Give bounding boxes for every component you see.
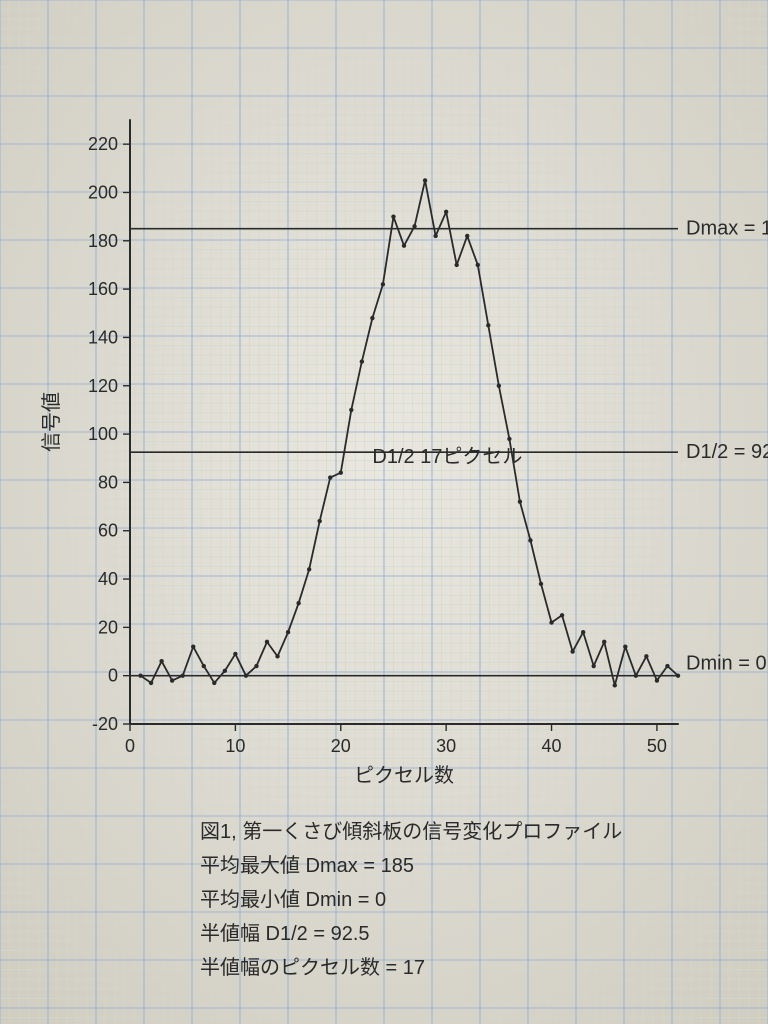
y-tick-label: 220: [88, 134, 118, 154]
refline-label: Dmin = 0: [686, 653, 767, 675]
inline-annotation: D1/2 17ピクセル: [372, 445, 522, 468]
y-tick-label: 200: [88, 182, 118, 202]
caption-line: 平均最大値 Dmax = 185: [200, 854, 414, 877]
x-tick-label: 10: [225, 736, 245, 756]
y-tick-label: 180: [88, 231, 118, 251]
y-tick-label: 140: [88, 327, 118, 347]
y-tick-label: 160: [88, 279, 118, 299]
caption-line: 平均最小値 Dmin = 0: [200, 888, 386, 911]
x-tick-label: 20: [331, 736, 351, 756]
caption-line: 図1, 第一くさび傾斜板の信号変化プロファイル: [200, 820, 622, 843]
y-tick-label: 40: [98, 569, 118, 589]
x-axis-label: ピクセル数: [354, 764, 454, 787]
refline-label: Dmax = 185: [686, 218, 768, 240]
y-tick-label: 20: [98, 617, 118, 637]
y-tick-label: 120: [88, 376, 118, 396]
y-tick-label: -20: [92, 714, 118, 734]
x-tick-label: 50: [647, 736, 667, 756]
caption-line: 半値幅 D1/2 = 92.5: [200, 922, 370, 945]
caption-line: 半値幅のピクセル数 = 17: [200, 956, 425, 979]
y-tick-label: 60: [98, 521, 118, 541]
y-tick-label: 80: [98, 472, 118, 492]
x-tick-label: 0: [125, 736, 135, 756]
y-tick-label: 100: [88, 424, 118, 444]
x-tick-label: 40: [542, 736, 562, 756]
x-tick-label: 30: [436, 736, 456, 756]
y-tick-label: 0: [108, 666, 118, 686]
y-axis-label: 信号値: [40, 392, 63, 452]
refline-label: D1/2 = 92.5: [686, 441, 768, 463]
